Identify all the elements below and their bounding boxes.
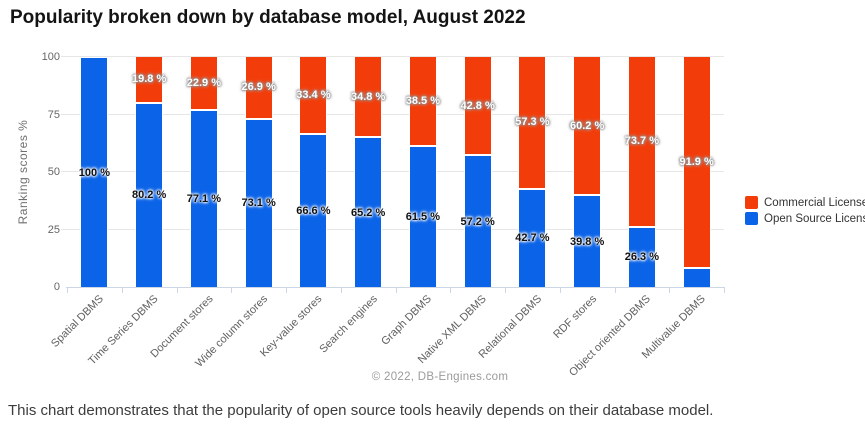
bar-segment-commercial[interactable]: 33.4 % bbox=[296, 57, 331, 134]
bar-value-label: 65.2 % bbox=[351, 206, 386, 219]
bar-value-label: 80.2 % bbox=[132, 189, 167, 202]
bar-segment-commercial[interactable]: 60.2 % bbox=[570, 57, 605, 196]
legend-label: Open Source License bbox=[764, 212, 865, 225]
x-axis-tick bbox=[286, 287, 287, 293]
y-tick-label-50: 50 bbox=[47, 166, 60, 178]
bar-value-label: 33.4 % bbox=[296, 88, 331, 101]
bar-value-label: 42.7 % bbox=[515, 232, 550, 245]
legend-swatch bbox=[745, 196, 758, 209]
bar-segment-open-source[interactable]: 26.3 % bbox=[624, 226, 659, 287]
x-axis-tick bbox=[669, 287, 671, 293]
bar-value-label: 19.8 % bbox=[132, 73, 167, 86]
bar-segment-open-source[interactable]: 66.6 % bbox=[296, 133, 331, 287]
legend-item-open-source-license[interactable]: Open Source License bbox=[745, 212, 865, 225]
bar-value-label: 42.8 % bbox=[460, 99, 495, 112]
bar-value-label: 26.3 % bbox=[624, 251, 659, 264]
bar-segment-commercial[interactable]: 22.9 % bbox=[186, 57, 221, 110]
bar-value-label: 57.3 % bbox=[515, 116, 550, 129]
x-axis-tick bbox=[395, 287, 397, 293]
x-axis-tick bbox=[121, 287, 123, 293]
bar-value-label: 73.1 % bbox=[241, 197, 276, 210]
legend-swatch bbox=[745, 212, 758, 225]
chart-area: Ranking scores % 100 % 80.2 % 19.8 % 77.1 %… bbox=[16, 51, 865, 383]
bar-segment-commercial[interactable]: 57.3 % bbox=[515, 57, 550, 189]
x-axis-label-search-engines: Search engines bbox=[317, 293, 380, 356]
x-axis-label-spatial-dbms: Spatial DBMS bbox=[48, 293, 106, 350]
bar-value-label: 57.2 % bbox=[460, 215, 495, 228]
bar-segment-open-source[interactable]: 77.1 % bbox=[186, 109, 221, 287]
x-axis-tick bbox=[340, 287, 342, 293]
bar-segment-commercial[interactable]: 26.9 % bbox=[241, 57, 276, 119]
bar-segment-open-source[interactable]: 65.2 % bbox=[351, 137, 386, 287]
bar-segment-open-source[interactable]: 73.1 % bbox=[241, 118, 276, 287]
y-tick-label-0: 0 bbox=[53, 281, 60, 293]
bar-segment-commercial[interactable]: 42.8 % bbox=[460, 57, 495, 156]
bar-value-label: 26.9 % bbox=[241, 81, 276, 94]
bar-segment-commercial[interactable]: 34.8 % bbox=[351, 57, 386, 138]
gridline-75 bbox=[61, 113, 724, 115]
gridline-100 bbox=[61, 56, 724, 57]
bar-segment-open-source[interactable]: 57.2 % bbox=[460, 155, 495, 287]
x-axis-tick bbox=[67, 287, 68, 293]
x-axis-label-rdf-stores: RDF stores bbox=[550, 293, 599, 341]
x-axis-tick bbox=[724, 287, 725, 293]
bar-segment-open-source[interactable]: 100 % bbox=[78, 57, 110, 287]
gridline-50 bbox=[61, 171, 724, 172]
y-tick-label-75: 75 bbox=[47, 108, 60, 121]
bar-segment-open-source[interactable]: 39.8 % bbox=[570, 195, 605, 287]
bar-value-label: 100 % bbox=[78, 166, 110, 179]
x-axis-tick bbox=[450, 287, 452, 293]
bar-segment-open-source[interactable]: 80.2 % bbox=[132, 102, 167, 287]
x-axis-label-graph-dbms: Graph DBMS bbox=[379, 293, 435, 348]
bar-segment-commercial[interactable]: 19.8 % bbox=[132, 57, 167, 103]
legend: Commercial License Open Source License bbox=[745, 196, 865, 228]
y-tick-label-100: 100 bbox=[41, 51, 60, 63]
bar-segment-commercial[interactable]: 38.5 % bbox=[405, 57, 440, 146]
bar-segment-open-source[interactable]: 42.7 % bbox=[515, 188, 550, 287]
attribution: © 2022, DB-Engines.com bbox=[371, 371, 509, 383]
bar-value-label: 61.5 % bbox=[405, 210, 440, 223]
gridline-25 bbox=[61, 228, 724, 230]
legend-label: Commercial License bbox=[764, 196, 865, 209]
bar-value-label: 34.8 % bbox=[351, 90, 386, 103]
x-axis-tick bbox=[176, 287, 178, 293]
bar-value-label: 60.2 % bbox=[570, 119, 605, 132]
caption-text: This chart demonstrates that the popular… bbox=[8, 402, 714, 419]
bar-segment-open-source[interactable]: 61.5 % bbox=[405, 145, 440, 287]
bar-segment-commercial[interactable]: 73.7 % bbox=[624, 57, 659, 227]
x-axis-tick bbox=[559, 287, 561, 293]
x-axis-tick bbox=[231, 287, 233, 293]
legend-item-commercial-license[interactable]: Commercial License bbox=[745, 196, 865, 209]
y-tick-label-25: 25 bbox=[47, 223, 60, 236]
bar-segment-open-source[interactable] bbox=[682, 268, 711, 287]
plot-area: 100 % 80.2 % 19.8 % 77.1 % 22.9 % 73.1 % 26.9 … bbox=[61, 56, 725, 293]
bar-value-label: 39.8 % bbox=[570, 235, 605, 248]
bar-segment-commercial[interactable]: 91.9 % bbox=[679, 57, 714, 269]
x-axis-tick bbox=[614, 287, 616, 293]
x-axis-tick bbox=[505, 287, 506, 293]
chart-title: Popularity broken down by database model… bbox=[10, 7, 526, 28]
bar-value-label: 77.1 % bbox=[186, 192, 221, 205]
bar-value-label: 22.9 % bbox=[186, 76, 221, 89]
bar-value-label: 66.6 % bbox=[296, 204, 331, 217]
y-axis-title: Ranking scores % bbox=[16, 119, 30, 225]
bar-value-label: 91.9 % bbox=[679, 156, 714, 169]
bar-value-label: 73.7 % bbox=[624, 135, 659, 148]
bar-value-label: 38.5 % bbox=[405, 94, 440, 107]
